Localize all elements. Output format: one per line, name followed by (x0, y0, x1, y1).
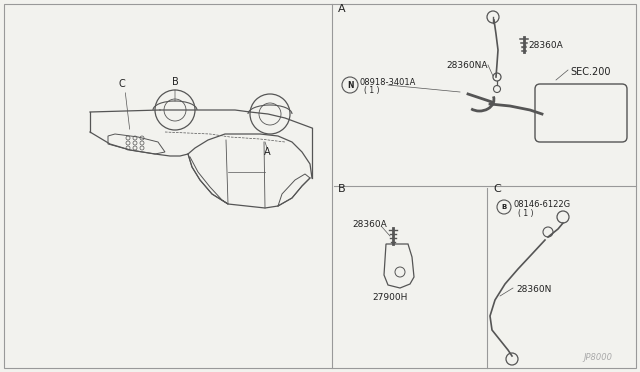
Text: JP8000: JP8000 (584, 353, 612, 362)
Text: 08146-6122G: 08146-6122G (514, 199, 571, 208)
Text: A: A (338, 4, 346, 14)
Text: 08918-3401A: 08918-3401A (360, 77, 417, 87)
Text: B: B (172, 77, 179, 87)
Text: 27900H: 27900H (372, 292, 408, 301)
Text: 28360A: 28360A (352, 219, 387, 228)
Text: B: B (501, 204, 507, 210)
Text: B: B (338, 184, 346, 194)
Text: SEC.200: SEC.200 (570, 67, 611, 77)
Text: C: C (118, 79, 125, 89)
Text: 28360NA: 28360NA (446, 61, 488, 70)
Text: 28360A: 28360A (528, 41, 563, 49)
Text: C: C (493, 184, 500, 194)
Text: 28360N: 28360N (516, 285, 552, 295)
Text: ( 1 ): ( 1 ) (518, 208, 534, 218)
Text: N: N (347, 80, 353, 90)
Text: A: A (264, 147, 270, 157)
Text: ( 1 ): ( 1 ) (364, 86, 380, 94)
